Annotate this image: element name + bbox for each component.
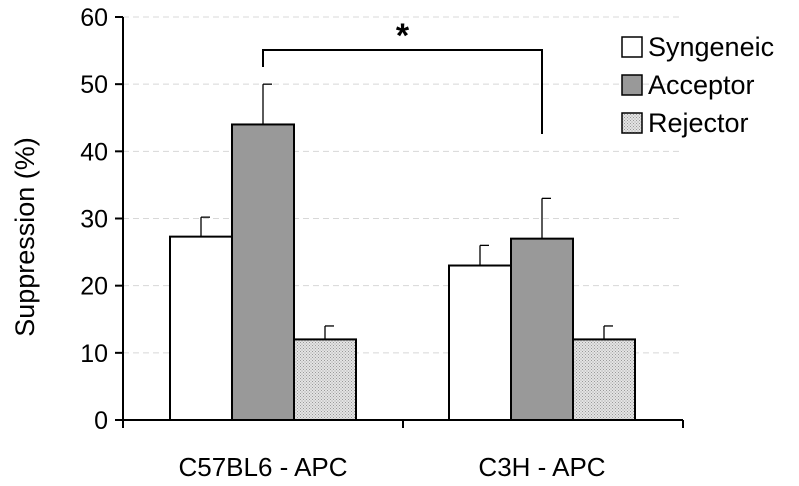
legend-swatch-syngeneic xyxy=(621,36,643,58)
x-category-label: C57BL6 - APC xyxy=(178,452,347,482)
bars xyxy=(169,83,636,421)
bar-rejector-2 xyxy=(572,338,636,421)
axes: 0 10 20 30 40 50 60 C57BL6 - APC C3H - APC xyxy=(80,4,684,482)
legend-label-acceptor: Acceptor xyxy=(648,70,755,100)
legend-label-rejector: Rejector xyxy=(648,108,749,138)
y-tick-label: 10 xyxy=(80,340,108,368)
y-tick-label: 30 xyxy=(80,206,108,234)
legend-swatch-rejector xyxy=(621,112,643,134)
y-tick-label: 60 xyxy=(80,4,108,32)
y-tick-label: 50 xyxy=(80,71,108,99)
legend-label-syngeneic: Syngeneic xyxy=(648,32,774,62)
legend: Syngeneic Acceptor Rejector xyxy=(621,32,774,138)
bar-syngeneic-2 xyxy=(448,264,512,421)
bar-acceptor-2 xyxy=(510,237,574,421)
y-axis-title: Suppression (%) xyxy=(10,137,40,337)
legend-swatch-acceptor xyxy=(621,74,643,96)
y-tick-label: 20 xyxy=(80,273,108,301)
significance-bracket xyxy=(262,49,543,134)
significance-annotation: * xyxy=(262,17,543,134)
y-tick-label: 0 xyxy=(94,407,108,435)
bar-syngeneic-1 xyxy=(169,235,233,421)
bar-rejector-1 xyxy=(293,338,357,421)
y-tick-label: 40 xyxy=(80,138,108,166)
bar-acceptor-1 xyxy=(231,123,295,421)
significance-star: * xyxy=(396,17,410,55)
x-category-label: C3H - APC xyxy=(478,452,605,482)
